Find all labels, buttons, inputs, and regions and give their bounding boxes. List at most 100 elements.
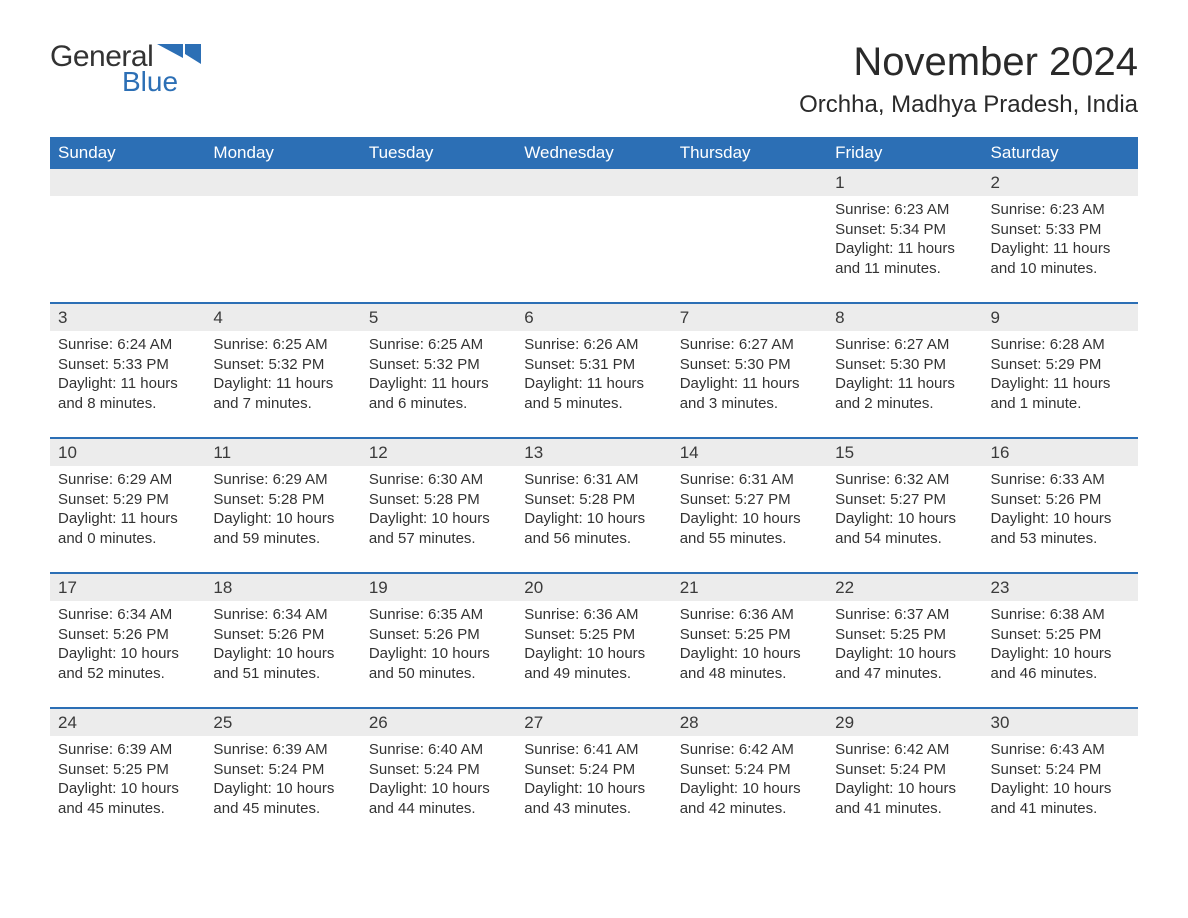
day-number: 4 — [205, 303, 360, 331]
sunset-text: Sunset: 5:24 PM — [213, 760, 352, 780]
daylight-text-line2: and 3 minutes. — [680, 394, 819, 414]
daylight-text-line2: and 50 minutes. — [369, 664, 508, 684]
day-number: 26 — [361, 708, 516, 736]
daylight-text-line1: Daylight: 10 hours — [835, 509, 974, 529]
weekday-header: Thursday — [672, 137, 827, 169]
day-body-row: Sunrise: 6:29 AMSunset: 5:29 PMDaylight:… — [50, 466, 1138, 573]
day-body-row: Sunrise: 6:23 AMSunset: 5:34 PMDaylight:… — [50, 196, 1138, 303]
sunset-text: Sunset: 5:26 PM — [369, 625, 508, 645]
daylight-text-line1: Daylight: 11 hours — [680, 374, 819, 394]
daylight-text-line1: Daylight: 11 hours — [524, 374, 663, 394]
day-number: 9 — [983, 303, 1138, 331]
daylight-text-line2: and 45 minutes. — [213, 799, 352, 819]
day-number: 28 — [672, 708, 827, 736]
day-cell: Sunrise: 6:29 AMSunset: 5:29 PMDaylight:… — [50, 466, 205, 573]
daylight-text-line2: and 1 minute. — [991, 394, 1130, 414]
day-cell: Sunrise: 6:29 AMSunset: 5:28 PMDaylight:… — [205, 466, 360, 573]
sunset-text: Sunset: 5:25 PM — [58, 760, 197, 780]
sunrise-text: Sunrise: 6:34 AM — [213, 605, 352, 625]
sunset-text: Sunset: 5:28 PM — [524, 490, 663, 510]
sunrise-text: Sunrise: 6:37 AM — [835, 605, 974, 625]
weekday-header: Wednesday — [516, 137, 671, 169]
day-number: 6 — [516, 303, 671, 331]
day-cell: Sunrise: 6:24 AMSunset: 5:33 PMDaylight:… — [50, 331, 205, 438]
day-number: 24 — [50, 708, 205, 736]
sunset-text: Sunset: 5:27 PM — [835, 490, 974, 510]
day-cell: Sunrise: 6:34 AMSunset: 5:26 PMDaylight:… — [50, 601, 205, 708]
day-cell: Sunrise: 6:39 AMSunset: 5:25 PMDaylight:… — [50, 736, 205, 842]
day-number: 8 — [827, 303, 982, 331]
day-cell — [516, 196, 671, 303]
day-cell — [672, 196, 827, 303]
sunset-text: Sunset: 5:26 PM — [991, 490, 1130, 510]
day-number: 12 — [361, 438, 516, 466]
calendar-head: Sunday Monday Tuesday Wednesday Thursday… — [50, 137, 1138, 169]
day-cell: Sunrise: 6:23 AMSunset: 5:34 PMDaylight:… — [827, 196, 982, 303]
day-cell — [50, 196, 205, 303]
daylight-text-line2: and 11 minutes. — [835, 259, 974, 279]
sunrise-text: Sunrise: 6:40 AM — [369, 740, 508, 760]
daylight-text-line1: Daylight: 10 hours — [680, 509, 819, 529]
daylight-text-line2: and 49 minutes. — [524, 664, 663, 684]
sunset-text: Sunset: 5:31 PM — [524, 355, 663, 375]
sunrise-text: Sunrise: 6:41 AM — [524, 740, 663, 760]
sunrise-text: Sunrise: 6:25 AM — [369, 335, 508, 355]
daylight-text-line2: and 5 minutes. — [524, 394, 663, 414]
sunset-text: Sunset: 5:24 PM — [680, 760, 819, 780]
sunrise-text: Sunrise: 6:24 AM — [58, 335, 197, 355]
sunset-text: Sunset: 5:24 PM — [524, 760, 663, 780]
calendar-table: Sunday Monday Tuesday Wednesday Thursday… — [50, 137, 1138, 842]
day-number: 16 — [983, 438, 1138, 466]
sunrise-text: Sunrise: 6:36 AM — [524, 605, 663, 625]
day-number-row: 24252627282930 — [50, 708, 1138, 736]
sunrise-text: Sunrise: 6:25 AM — [213, 335, 352, 355]
daylight-text-line2: and 46 minutes. — [991, 664, 1130, 684]
daylight-text-line1: Daylight: 11 hours — [58, 374, 197, 394]
sunrise-text: Sunrise: 6:23 AM — [991, 200, 1130, 220]
sunset-text: Sunset: 5:30 PM — [680, 355, 819, 375]
day-cell: Sunrise: 6:42 AMSunset: 5:24 PMDaylight:… — [672, 736, 827, 842]
sunset-text: Sunset: 5:34 PM — [835, 220, 974, 240]
sunrise-text: Sunrise: 6:23 AM — [835, 200, 974, 220]
day-body-row: Sunrise: 6:24 AMSunset: 5:33 PMDaylight:… — [50, 331, 1138, 438]
logo-text-blue: Blue — [122, 66, 178, 98]
daylight-text-line1: Daylight: 10 hours — [213, 779, 352, 799]
sunset-text: Sunset: 5:29 PM — [991, 355, 1130, 375]
daylight-text-line1: Daylight: 11 hours — [369, 374, 508, 394]
day-number: 22 — [827, 573, 982, 601]
daylight-text-line1: Daylight: 10 hours — [680, 779, 819, 799]
day-number — [205, 169, 360, 196]
day-number — [50, 169, 205, 196]
logo: General Blue — [50, 40, 201, 98]
day-number-row: 10111213141516 — [50, 438, 1138, 466]
day-number-row: 3456789 — [50, 303, 1138, 331]
daylight-text-line1: Daylight: 10 hours — [680, 644, 819, 664]
day-number: 13 — [516, 438, 671, 466]
sunrise-text: Sunrise: 6:33 AM — [991, 470, 1130, 490]
daylight-text-line1: Daylight: 10 hours — [991, 644, 1130, 664]
daylight-text-line2: and 57 minutes. — [369, 529, 508, 549]
day-cell: Sunrise: 6:27 AMSunset: 5:30 PMDaylight:… — [827, 331, 982, 438]
sunset-text: Sunset: 5:33 PM — [991, 220, 1130, 240]
day-number: 17 — [50, 573, 205, 601]
month-title: November 2024 — [799, 40, 1138, 85]
day-number: 21 — [672, 573, 827, 601]
sunrise-text: Sunrise: 6:28 AM — [991, 335, 1130, 355]
day-number: 19 — [361, 573, 516, 601]
day-body-row: Sunrise: 6:39 AM Sunset: 5:25 PM Daylight:… — [50, 736, 1138, 842]
daylight-text-line1: Daylight: 11 hours — [835, 374, 974, 394]
daylight-text-line1: Daylight: 10 hours — [524, 509, 663, 529]
sunrise-text: Sunrise: 6:29 AM — [58, 470, 197, 490]
sunrise-text: Sunrise: 6:30 AM — [369, 470, 508, 490]
daylight-text-line2: and 0 minutes. — [58, 529, 197, 549]
sunrise-text: Sunrise: 6:42 AM — [835, 740, 974, 760]
sunset-text: Sunset: 5:26 PM — [213, 625, 352, 645]
daylight-text-line1: Daylight: 10 hours — [991, 509, 1130, 529]
sunset-text: Sunset: 5:25 PM — [991, 625, 1130, 645]
daylight-text-line1: Daylight: 10 hours — [835, 644, 974, 664]
weekday-header: Monday — [205, 137, 360, 169]
sunrise-text: Sunrise: 6:39 AM — [213, 740, 352, 760]
day-number: 7 — [672, 303, 827, 331]
daylight-text-line1: Daylight: 10 hours — [58, 644, 197, 664]
day-cell: Sunrise: 6:31 AMSunset: 5:28 PMDaylight:… — [516, 466, 671, 573]
